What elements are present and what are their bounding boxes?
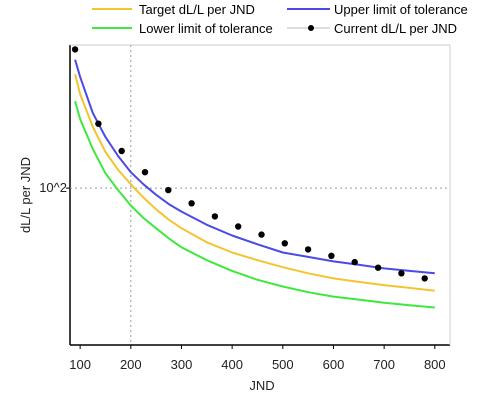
y-tick-label: 10^2 [39,180,67,195]
legend-label-target: Target dL/L per JND [139,2,255,17]
current-series-point [398,270,405,277]
current-series-point [374,264,382,271]
current-series-point [71,46,79,53]
plot-area [69,44,451,346]
legend-entry-target: Target dL/L per JND [92,2,255,17]
target-series-line [74,73,435,292]
x-tick-label: 400 [221,357,243,372]
current-series-point [141,169,149,176]
legend-label-upper: Upper limit of tolerance [334,2,468,17]
x-tick-label: 500 [272,357,294,372]
x-axis-title: JND [249,378,274,393]
current-series-point [118,147,125,155]
x-tick-label: 600 [323,357,345,372]
series-layer [71,46,435,309]
current-series-point [258,231,265,238]
legend-swatch-current-marker [308,25,314,31]
current-series-point [281,240,288,247]
current-series-point [421,275,428,282]
current-series-point [328,252,335,259]
current-series-point [351,258,358,266]
x-tick-label: 200 [120,357,142,372]
grid-layer [70,45,450,345]
current-series-point [188,200,195,207]
current-series-point [211,213,219,220]
lower-limit-series-line [74,100,435,309]
current-series-point [95,120,102,127]
legend-entry-upper: Upper limit of tolerance [287,2,468,17]
tick-layer: 100 200 300 400 500 600 700 800 10^2 [39,180,445,372]
legend-entry-lower: Lower limit of tolerance [92,21,273,36]
current-series-point [235,223,242,230]
current-series-point [165,186,172,194]
current-series-point [304,246,312,253]
x-tick-label: 100 [69,357,91,372]
x-tick-label: 800 [424,357,446,372]
legend: Target dL/L per JND Upper limit of toler… [92,2,468,36]
x-tick-label: 700 [373,357,395,372]
legend-label-lower: Lower limit of tolerance [139,21,273,36]
legend-entry-current: Current dL/L per JND [287,21,457,36]
y-axis-title: dL/L per JND [18,157,33,233]
upper-limit-series-line [74,59,435,275]
legend-label-current: Current dL/L per JND [334,21,457,36]
x-tick-label: 300 [171,357,193,372]
